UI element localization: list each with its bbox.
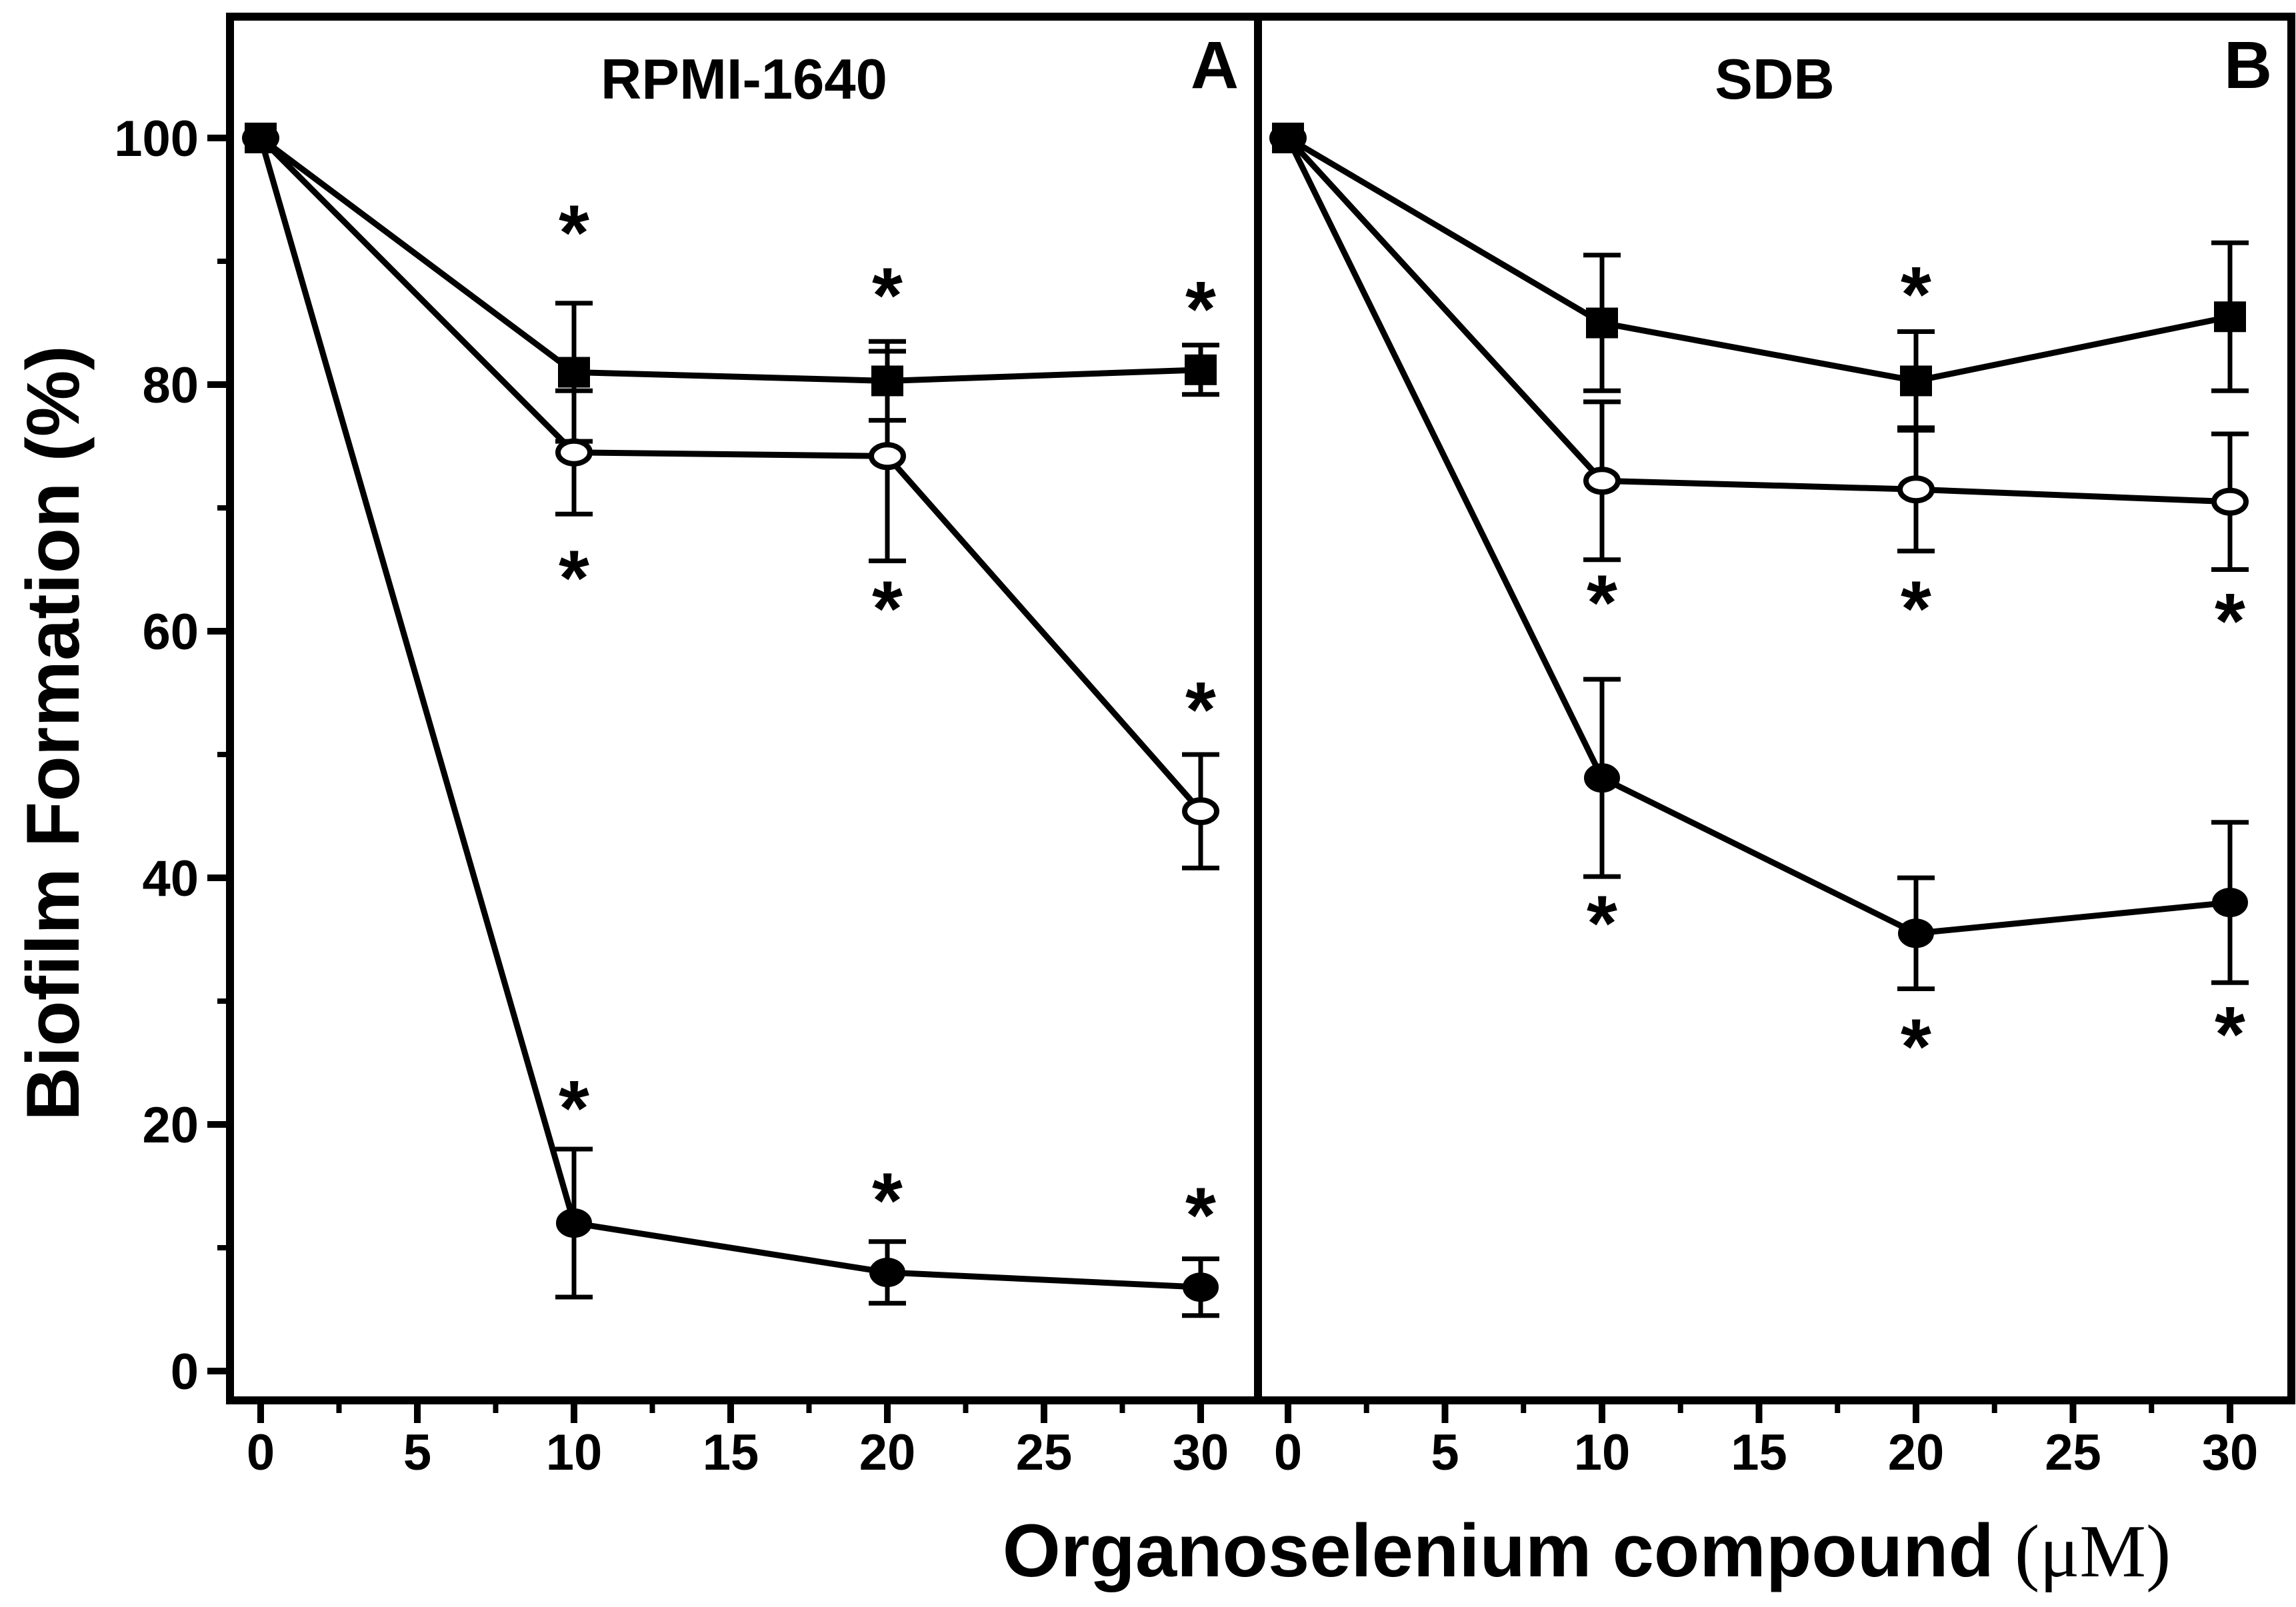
- filled-circle-marker: [1584, 763, 1620, 793]
- y-tick-label: 20: [142, 1097, 199, 1154]
- panel-title: RPMI-1640: [601, 48, 887, 111]
- asterisk-annotation: *: [1185, 265, 1216, 353]
- x-tick-label: 20: [1888, 1424, 1945, 1481]
- x-tick-label: 30: [2202, 1424, 2259, 1481]
- y-tick-label: 80: [142, 357, 199, 414]
- x-tick-label: 15: [1731, 1424, 1787, 1481]
- asterisk-annotation: *: [1587, 559, 1617, 647]
- asterisk-annotation: *: [1901, 565, 1931, 653]
- panel-b: 0 5 10 15 20 25 30 SDB B * * * * * * *: [1269, 28, 2272, 1481]
- asterisk-annotation: *: [559, 189, 589, 277]
- x-tick-label: 30: [1173, 1424, 1229, 1481]
- filled-circle-marker: [2212, 888, 2248, 917]
- panel-corner-label: A: [1191, 28, 1239, 103]
- square-marker: [1900, 365, 1932, 397]
- x-tick-label: 25: [2045, 1424, 2101, 1481]
- asterisk-annotation: *: [872, 565, 903, 653]
- significance-asterisks: * * * * * * * * *: [559, 189, 1216, 1259]
- open-circle-series-line: [1285, 135, 2231, 505]
- filled-circle-marker: [1183, 1272, 1219, 1302]
- x-tick-label: 15: [703, 1424, 759, 1481]
- x-tick-label: 10: [1574, 1424, 1631, 1481]
- y-axis-title: Biofilm Formation (%): [11, 345, 95, 1120]
- asterisk-annotation: *: [872, 252, 903, 340]
- asterisk-annotation: *: [1185, 1172, 1216, 1260]
- x-tick-label: 5: [1431, 1424, 1459, 1481]
- x-axis-panel-b: 0 5 10 15 20 25 30: [1274, 1400, 2258, 1481]
- panel-a: 0 5 10 15 20 25 30 RPMI-1640 A * * * * * * * * *: [242, 28, 1239, 1481]
- square-marker: [245, 123, 277, 153]
- y-tick-label: 0: [171, 1344, 199, 1400]
- x-tick-label: 5: [403, 1424, 431, 1481]
- open-circle-marker: [555, 438, 593, 467]
- y-axis: 0 20 40 60 80 100: [114, 111, 230, 1400]
- square-marker: [1272, 123, 1304, 153]
- significance-asterisks: * * * * * * *: [1587, 251, 2245, 1091]
- filled-square-series-markers: [245, 123, 1217, 397]
- asterisk-annotation: *: [1587, 879, 1617, 967]
- x-tick-label: 0: [247, 1424, 275, 1481]
- plot-frame: [226, 13, 2295, 1404]
- x-tick-label: 20: [859, 1424, 916, 1481]
- x-axis-title: Organoselenium compound (μM): [1003, 1509, 2171, 1593]
- open-circle-marker: [869, 442, 906, 471]
- y-tick-label: 40: [142, 850, 199, 907]
- square-marker: [1586, 307, 1618, 339]
- asterisk-annotation: *: [872, 1157, 903, 1245]
- asterisk-annotation: *: [2215, 577, 2245, 665]
- square-marker: [558, 357, 590, 388]
- filled-circle-series-line: [257, 137, 1201, 1290]
- asterisk-annotation: *: [1185, 666, 1216, 754]
- square-marker: [2214, 301, 2246, 333]
- filled-square-series-line: [1286, 135, 2231, 385]
- open-circle-marker: [1182, 797, 1219, 826]
- open-circle-marker: [2211, 487, 2249, 516]
- asterisk-annotation: *: [559, 1064, 589, 1152]
- open-circle-series-line: [258, 135, 1203, 814]
- x-tick-label: 10: [546, 1424, 603, 1481]
- x-axis-panel-a: 0 5 10 15 20 25 30: [247, 1400, 1229, 1481]
- x-tick-label: 0: [1274, 1424, 1302, 1481]
- filled-circle-marker: [556, 1208, 592, 1238]
- filled-square-series-line: [259, 135, 1201, 384]
- svg-text:Biofilm Formation (%): Biofilm Formation (%): [11, 345, 95, 1120]
- asterisk-annotation: *: [1901, 251, 1931, 339]
- x-tick-label: 25: [1016, 1424, 1073, 1481]
- asterisk-annotation: *: [559, 534, 589, 622]
- filled-square-series-markers: [1272, 123, 2246, 397]
- y-tick-label: 100: [114, 111, 199, 167]
- square-marker: [1185, 354, 1217, 385]
- open-circle-marker: [1583, 467, 1621, 495]
- open-circle-marker: [1897, 475, 1935, 504]
- filled-circle-marker: [1898, 918, 1934, 948]
- filled-circle-marker: [869, 1258, 905, 1287]
- y-tick-label: 60: [142, 604, 199, 661]
- square-marker: [871, 365, 903, 397]
- panel-title: SDB: [1715, 48, 1834, 111]
- asterisk-annotation: *: [1901, 1002, 1931, 1090]
- panel-corner-label: B: [2224, 28, 2272, 103]
- asterisk-annotation: *: [2215, 990, 2245, 1078]
- filled-circle-series-line: [1285, 137, 2231, 936]
